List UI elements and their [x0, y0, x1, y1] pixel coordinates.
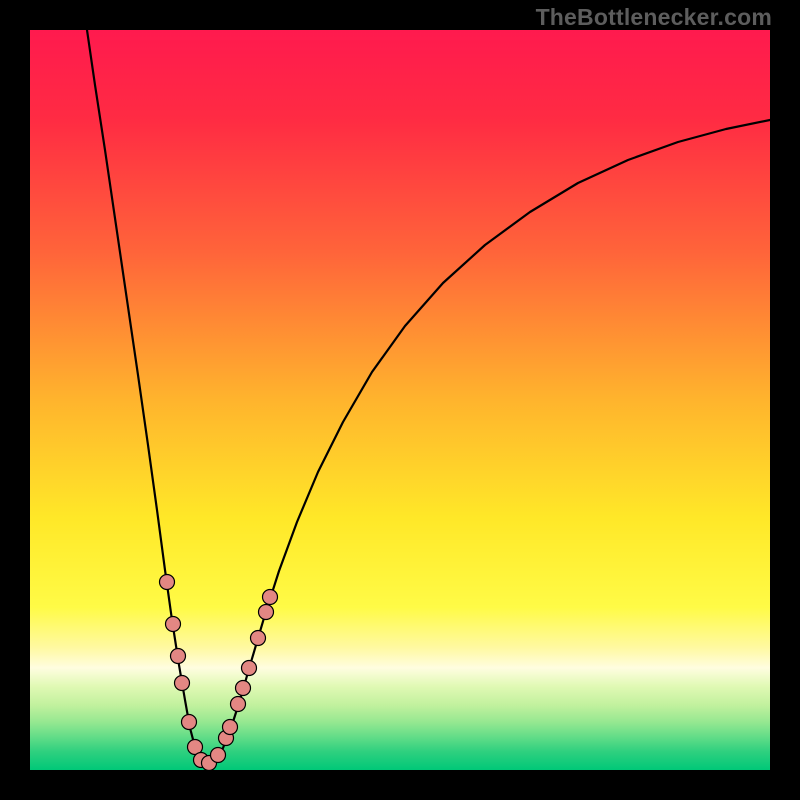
- data-marker: [236, 681, 251, 696]
- data-marker: [211, 748, 226, 763]
- data-marker: [242, 661, 257, 676]
- data-marker: [259, 605, 274, 620]
- data-marker: [182, 715, 197, 730]
- chart-svg: [0, 0, 800, 800]
- data-marker: [160, 575, 175, 590]
- data-marker: [251, 631, 266, 646]
- watermark-text: TheBottlenecker.com: [536, 4, 772, 31]
- data-marker: [231, 697, 246, 712]
- data-marker: [175, 676, 190, 691]
- bottleneck-chart: [0, 0, 800, 800]
- data-marker: [263, 590, 278, 605]
- data-marker: [223, 720, 238, 735]
- data-marker: [171, 649, 186, 664]
- data-marker: [166, 617, 181, 632]
